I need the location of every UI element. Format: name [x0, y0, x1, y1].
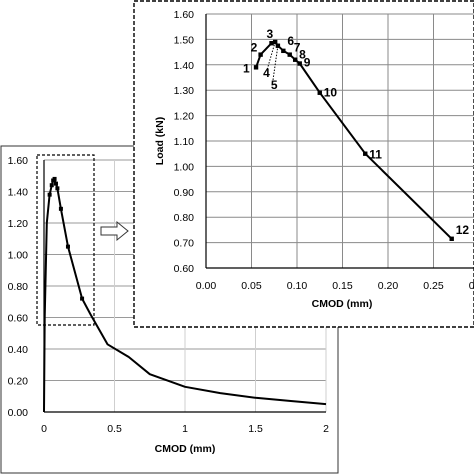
point-label-4: 4 — [263, 66, 270, 80]
inset-x-tick-label: 0.15 — [332, 280, 353, 292]
inset-x-tick-label: 0.00 — [196, 280, 217, 292]
inset-data-point — [287, 52, 292, 57]
point-label-9: 9 — [304, 56, 311, 70]
main-x-tick-label: 0 — [41, 423, 47, 435]
inset-y-axis-label: Load (kN) — [154, 117, 166, 165]
inset-data-point — [363, 151, 368, 156]
point-label-6: 6 — [287, 34, 294, 48]
main-data-point — [47, 192, 52, 197]
main-x-tick-label: 1 — [182, 423, 188, 435]
main-x-tick-label: 1.5 — [248, 423, 263, 435]
main-y-tick-label: 1.00 — [8, 250, 29, 262]
main-data-point — [53, 181, 58, 186]
main-x-tick-label: 0.5 — [107, 423, 122, 435]
inset-chart: 0.60 0.70 0.80 0.90 1.00 1.10 1.20 1.30 1.40 1.50… — [133, 0, 474, 328]
inset-y-tick-label: 1.40 — [174, 60, 195, 72]
inset-data-point — [253, 65, 259, 70]
point-label-10: 10 — [324, 86, 338, 100]
main-y-tick-label: 0.20 — [8, 376, 29, 388]
point-label-5: 5 — [271, 78, 278, 92]
inset-x-tick-label: 0.25 — [423, 280, 444, 292]
inset-y-tick-label: 1.20 — [174, 111, 195, 123]
main-data-point — [49, 183, 54, 188]
inset-x-tick-label: 0.10 — [287, 280, 308, 292]
main-data-point — [55, 186, 60, 191]
inset-y-tick-label: 0.80 — [174, 212, 195, 224]
point-label-11: 11 — [369, 148, 382, 162]
inset-data-point — [317, 90, 322, 95]
main-y-tick-label: 0.80 — [8, 281, 29, 293]
zoom-region-rect — [36, 154, 95, 326]
main-y-tick-label: 0.00 — [8, 407, 29, 419]
inset-y-tick-label: 0.70 — [174, 238, 195, 250]
main-y-tick-label: 1.60 — [8, 155, 29, 167]
inset-frame — [133, 0, 474, 328]
point-label-12: 12 — [456, 223, 470, 237]
point-label-1: 1 — [243, 61, 250, 75]
inset-y-tick-label: 1.50 — [174, 34, 195, 46]
inset-x-axis-label: CMOD (mm) — [312, 298, 373, 310]
main-x-axis-label: CMOD (mm) — [155, 443, 216, 455]
main-data-point — [80, 296, 85, 301]
main-y-tick-label: 0.60 — [8, 313, 29, 325]
main-y-tick-label: 1.20 — [8, 218, 29, 230]
inset-y-tick-label: 1.10 — [174, 136, 195, 148]
inset-data-point — [449, 236, 454, 241]
main-y-tick-label: 0.40 — [8, 344, 29, 356]
point-label-3: 3 — [267, 27, 274, 41]
point-label-7: 7 — [294, 41, 301, 55]
inset-x-tick-label: 0.30 — [469, 280, 474, 292]
inset-y-tick-label: 1.00 — [174, 161, 195, 173]
main-x-tick-label: 2 — [323, 423, 329, 435]
inset-y-tick-label: 0.60 — [174, 263, 195, 275]
main-data-point — [65, 244, 70, 249]
inset-data-point — [258, 52, 263, 57]
main-y-tick-label: 1.40 — [8, 187, 29, 199]
point-label-8: 8 — [299, 48, 306, 62]
label-4-leader — [266, 41, 276, 71]
inset-x-tick-label: 0.20 — [378, 280, 399, 292]
inset-data-point — [269, 41, 274, 46]
inset-data-point — [297, 61, 302, 66]
point-label-2: 2 — [251, 41, 258, 55]
inset-data-point — [292, 57, 298, 62]
arrow-shape — [100, 220, 129, 242]
main-data-point — [52, 176, 57, 181]
inset-y-tick-label: 1.60 — [174, 9, 195, 21]
zoom-region-box — [36, 154, 95, 326]
zoom-arrow-icon — [100, 220, 129, 242]
inset-data-point — [281, 48, 286, 54]
inset-y-tick-label: 0.90 — [174, 187, 195, 199]
inset-x-tick-label: 0.05 — [241, 280, 262, 292]
inset-y-tick-label: 1.30 — [174, 85, 195, 97]
main-data-point — [58, 206, 63, 211]
